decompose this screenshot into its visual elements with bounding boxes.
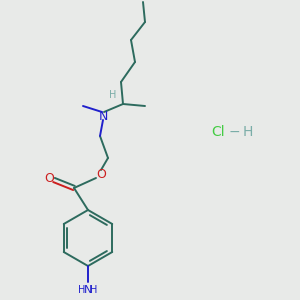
Text: H: H [90, 285, 98, 295]
Text: Cl: Cl [211, 125, 225, 139]
Text: N: N [98, 110, 108, 122]
Text: −: − [228, 125, 240, 139]
Text: H: H [109, 90, 117, 100]
Text: H: H [78, 285, 86, 295]
Text: O: O [96, 169, 106, 182]
Text: N: N [84, 285, 92, 295]
Text: H: H [243, 125, 253, 139]
Text: O: O [44, 172, 54, 185]
